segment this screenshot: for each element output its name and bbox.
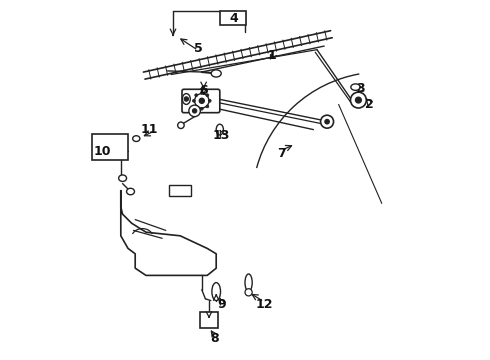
Text: 9: 9: [217, 298, 226, 311]
Circle shape: [245, 289, 252, 296]
FancyBboxPatch shape: [182, 89, 220, 113]
Ellipse shape: [211, 70, 221, 77]
Circle shape: [200, 91, 203, 94]
Ellipse shape: [126, 188, 134, 195]
Circle shape: [206, 105, 209, 108]
Circle shape: [208, 99, 211, 102]
Bar: [220, 11, 245, 25]
Ellipse shape: [133, 136, 140, 141]
Circle shape: [325, 120, 329, 124]
Bar: [170, 185, 191, 196]
Ellipse shape: [182, 94, 190, 104]
Circle shape: [350, 92, 367, 108]
Text: 5: 5: [194, 42, 202, 55]
Ellipse shape: [178, 122, 184, 129]
Polygon shape: [121, 191, 216, 275]
Circle shape: [195, 105, 197, 108]
Circle shape: [193, 109, 197, 113]
Bar: [92, 134, 128, 160]
Text: 4: 4: [230, 12, 239, 24]
Bar: [200, 312, 218, 328]
Ellipse shape: [216, 124, 223, 135]
Ellipse shape: [212, 283, 220, 301]
Ellipse shape: [351, 84, 360, 90]
Circle shape: [206, 94, 209, 96]
Circle shape: [189, 105, 200, 117]
Text: 3: 3: [356, 82, 365, 95]
Circle shape: [356, 97, 361, 103]
Circle shape: [193, 99, 196, 102]
Circle shape: [195, 94, 197, 96]
Circle shape: [199, 98, 204, 103]
Text: 11: 11: [141, 123, 158, 136]
Text: 10: 10: [94, 145, 112, 158]
Text: 7: 7: [277, 147, 285, 159]
Text: 12: 12: [256, 298, 273, 311]
Text: 6: 6: [199, 84, 208, 96]
Text: 8: 8: [210, 332, 219, 345]
Circle shape: [184, 97, 189, 101]
Ellipse shape: [245, 274, 252, 291]
Text: 2: 2: [365, 98, 373, 111]
Circle shape: [195, 94, 209, 108]
Ellipse shape: [119, 175, 126, 181]
Text: 13: 13: [213, 129, 230, 141]
Circle shape: [200, 107, 203, 110]
Circle shape: [320, 115, 334, 128]
Text: 1: 1: [268, 49, 276, 62]
